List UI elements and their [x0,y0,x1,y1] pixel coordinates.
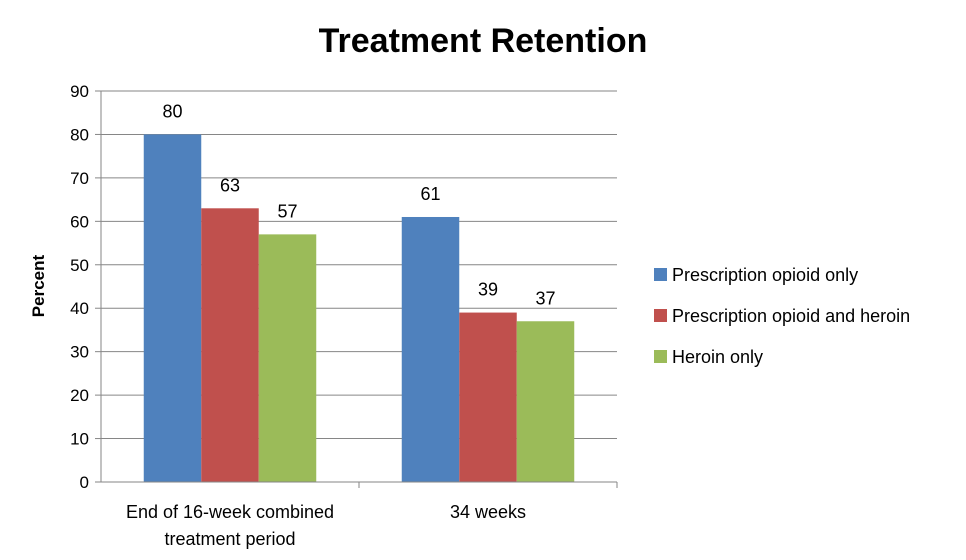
y-tick-label: 0 [80,473,89,492]
legend-label: Heroin only [672,347,763,367]
bar [401,216,460,482]
bar [201,208,259,483]
bar [516,321,575,482]
chart-title: Treatment Retention [319,22,648,60]
y-tick-label: 80 [70,125,89,144]
y-tick-label: 20 [70,386,89,405]
x-tick-label: 34 weeks [450,502,526,522]
y-tick-label: 10 [70,430,89,449]
legend-swatch [654,268,667,281]
legend-label: Prescription opioid and heroin [672,306,910,326]
data-label: 61 [420,184,440,204]
y-tick-label: 50 [70,256,89,275]
legend-swatch [654,309,667,322]
legend: Prescription opioid only Prescription opi… [654,265,910,367]
labels-group: 80 63 57 End of 16-week combined treatment p… [126,101,556,549]
x-tick-label: End of 16-week combined [126,502,334,522]
x-tick-label: treatment period [164,529,295,549]
data-label: 37 [535,288,555,308]
y-tick-label: 90 [70,82,89,101]
axes: 0 10 20 30 40 50 60 70 80 90 [70,82,618,492]
legend-label: Prescription opioid only [672,265,858,285]
legend-swatch [654,350,667,363]
y-tick-label: 60 [70,212,89,231]
bar [459,312,517,482]
data-label: 39 [478,280,498,300]
data-label: 63 [220,175,240,195]
bar [143,134,202,482]
y-tick-label: 70 [70,169,89,188]
data-label: 80 [162,101,182,121]
y-tick-label: 40 [70,299,89,318]
data-label: 57 [277,201,297,221]
bars-group [143,134,575,483]
y-tick-label: 30 [70,343,89,362]
bar [258,234,317,482]
y-axis-label: Percent [29,254,48,317]
